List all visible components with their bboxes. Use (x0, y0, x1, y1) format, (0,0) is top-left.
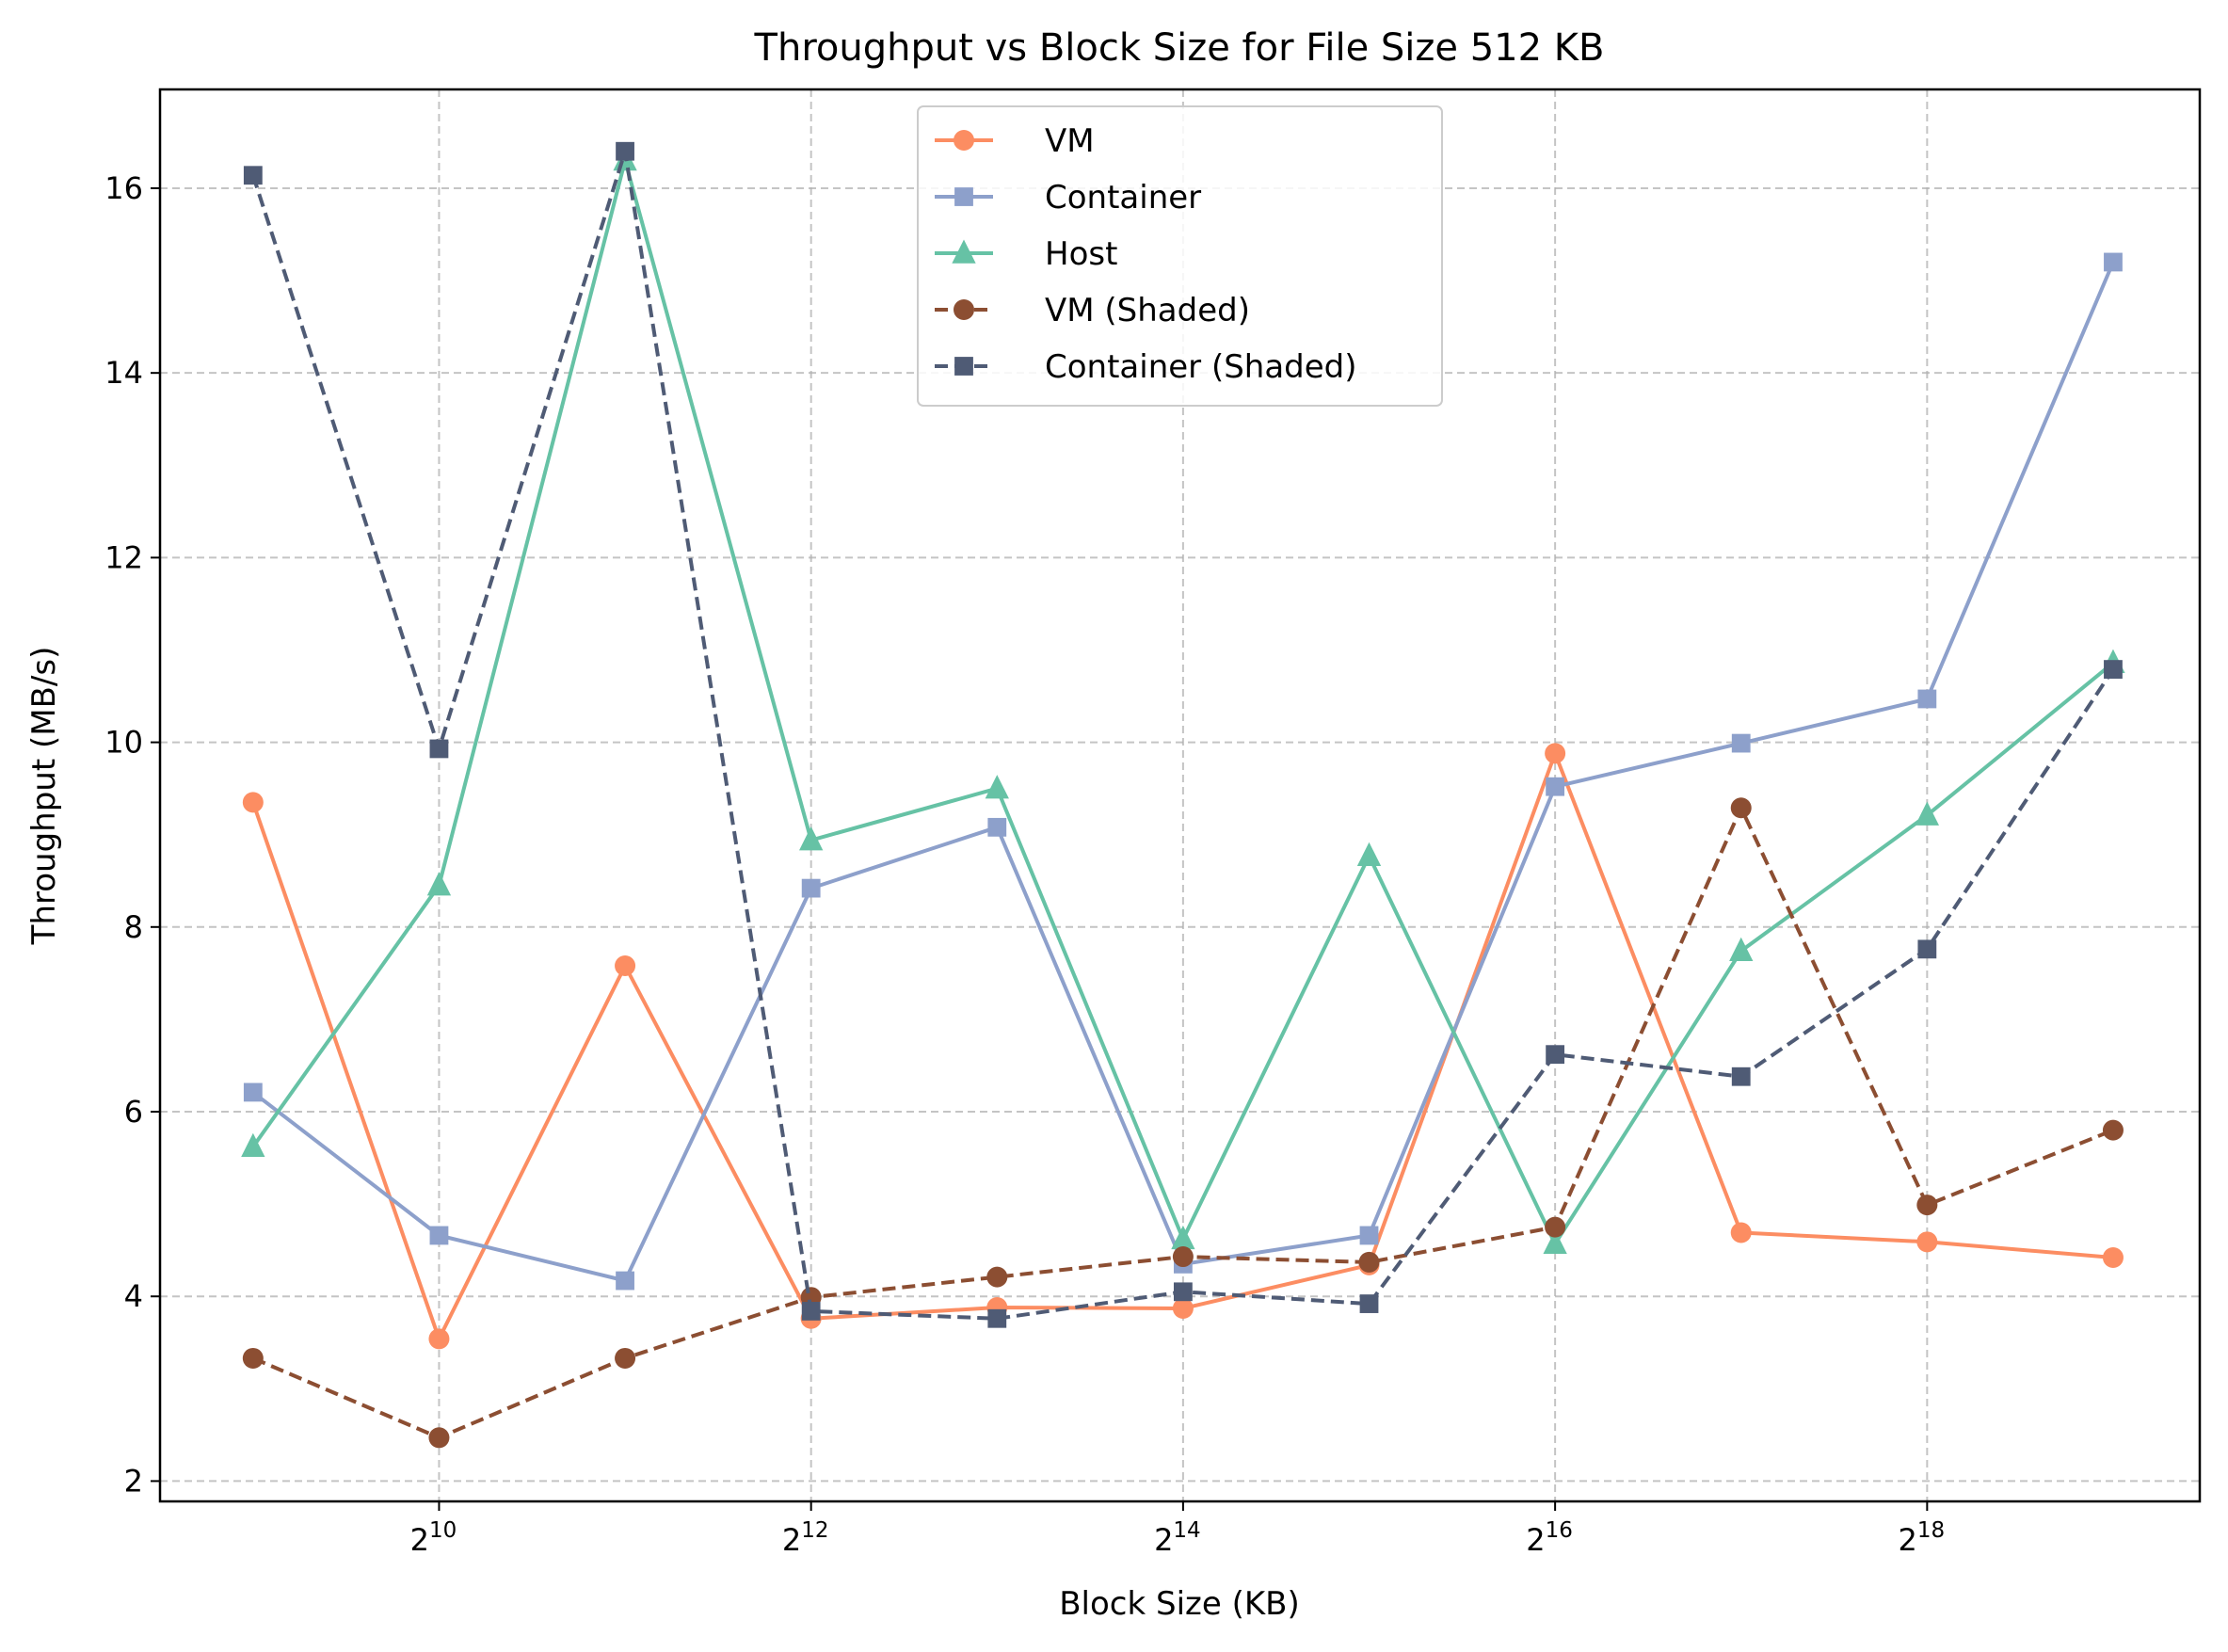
data-point-marker (799, 826, 824, 851)
data-point-marker (1359, 1226, 1379, 1245)
data-point-marker (1915, 801, 1939, 826)
legend-item: VM (935, 122, 1095, 160)
legend-label: Container (Shaded) (1045, 348, 1357, 386)
data-point-marker (952, 239, 976, 264)
data-point-marker (428, 1427, 450, 1449)
legend-item: Host (935, 235, 1117, 273)
data-point-marker (1359, 1294, 1379, 1313)
data-point-marker (616, 141, 634, 161)
data-point-marker (1546, 777, 1565, 796)
data-point-marker (1173, 1282, 1193, 1302)
chart-title: Throughput vs Block Size for File Size 5… (754, 26, 1605, 70)
y-tick-label: 2 (124, 1463, 143, 1499)
y-tick-label: 8 (124, 909, 143, 945)
legend: VM Container Host VM (Shaded) Container (Sha… (917, 105, 1443, 407)
data-point-marker (2104, 660, 2123, 679)
y-tick-label: 4 (124, 1278, 143, 1314)
legend-label: VM (1045, 122, 1095, 160)
data-point-marker (801, 878, 821, 898)
plot-frame (158, 88, 2202, 1503)
data-point-marker (1730, 1222, 1752, 1243)
data-point-marker (954, 299, 974, 320)
y-tick-label: 6 (124, 1094, 143, 1130)
data-point-marker (1545, 1216, 1566, 1238)
x-tick-label: 210 (410, 1518, 457, 1558)
data-point-marker (2102, 1247, 2124, 1269)
legend-label: VM (Shaded) (1045, 292, 1250, 329)
series-container-shaded (243, 141, 2123, 1328)
x-tick-label: 212 (782, 1518, 829, 1558)
data-point-marker (985, 775, 1009, 799)
data-point-marker (1731, 1067, 1751, 1086)
data-point-marker (242, 1347, 264, 1369)
series-vm-shaded (242, 797, 2124, 1449)
data-point-marker (429, 1226, 449, 1245)
data-point-marker (986, 1266, 1008, 1288)
data-point-marker (243, 1083, 263, 1102)
data-point-marker (1917, 689, 1937, 709)
data-point-marker (954, 357, 973, 376)
data-point-marker (428, 1328, 450, 1350)
series-layer (241, 141, 2125, 1449)
data-point-marker (2102, 1119, 2124, 1141)
legend-item: VM (Shaded) (935, 292, 1250, 329)
legend-item: Container (935, 179, 1201, 217)
data-point-marker (954, 130, 974, 151)
data-point-marker (1917, 939, 1937, 959)
data-point-marker (1546, 1045, 1565, 1065)
legend-label: Container (1045, 179, 1201, 217)
y-tick-label: 12 (104, 539, 143, 575)
x-tick-label: 218 (1899, 1518, 1946, 1558)
y-tick-label: 14 (104, 355, 143, 391)
data-point-marker (426, 872, 452, 896)
data-point-marker (987, 817, 1007, 837)
data-point-marker (1543, 1229, 1567, 1255)
data-point-marker (616, 1271, 634, 1291)
data-point-marker (429, 739, 449, 759)
legend-label: Host (1045, 235, 1117, 273)
data-point-marker (1545, 743, 1566, 764)
data-point-marker (1356, 842, 1382, 867)
data-point-marker (242, 792, 264, 813)
data-point-marker (1731, 733, 1751, 753)
data-point-marker (1172, 1246, 1194, 1268)
x-axis-label: Block Size (KB) (1059, 1585, 1300, 1623)
data-point-marker (1730, 797, 1752, 819)
data-point-marker (987, 1308, 1007, 1328)
data-point-marker (1916, 1231, 1938, 1253)
data-point-marker (1172, 1297, 1194, 1319)
data-point-marker (615, 1347, 636, 1369)
axis-ticks: 2 4 6 8 10 12 14 16 210 212 214 216 218 (104, 170, 1945, 1558)
legend-item: Container (Shaded) (935, 348, 1357, 386)
y-tick-label: 10 (104, 725, 143, 761)
data-point-marker (1916, 1195, 1938, 1216)
legend-box (917, 105, 1443, 407)
x-tick-label: 214 (1154, 1518, 1201, 1558)
data-point-marker (241, 1132, 265, 1158)
data-point-marker (954, 187, 973, 206)
series-vm (242, 743, 2124, 1350)
data-point-marker (1358, 1251, 1380, 1273)
data-point-marker (801, 1302, 821, 1321)
data-point-marker (2104, 252, 2123, 272)
y-axis-label: Throughput (MB/s) (25, 647, 63, 946)
x-tick-label: 216 (1526, 1518, 1573, 1558)
data-point-marker (243, 166, 263, 185)
y-tick-label: 16 (104, 170, 143, 206)
data-point-marker (1729, 937, 1754, 962)
data-point-marker (1171, 1225, 1195, 1250)
data-point-marker (615, 955, 636, 977)
